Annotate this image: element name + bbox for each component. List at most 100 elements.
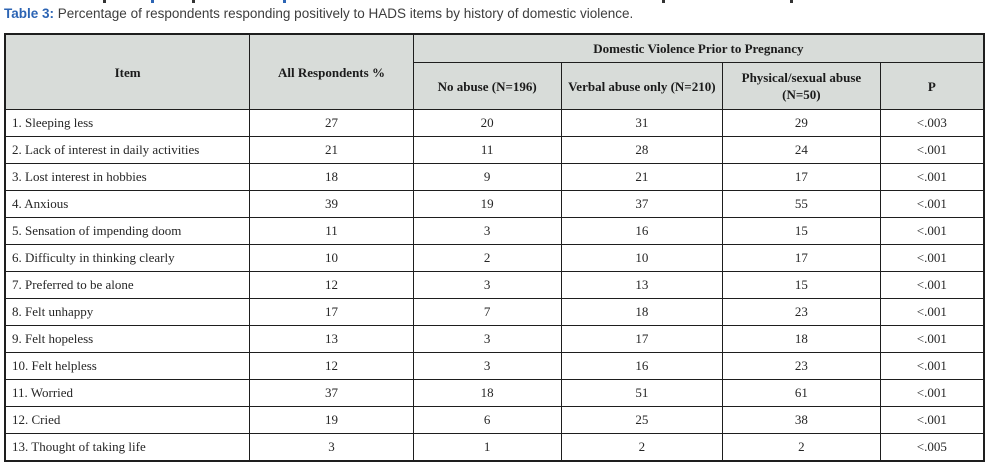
verbal-abuse-cell: 13 (560, 271, 724, 299)
all-respondents-cell: 12 (249, 352, 414, 380)
col-header-p-value: P (879, 62, 985, 110)
all-respondents-cell: 19 (249, 406, 414, 434)
physical-abuse-cell: 29 (722, 109, 881, 137)
p-value-cell: <.001 (879, 217, 985, 245)
p-value-cell: <.001 (879, 325, 985, 353)
table-row: 8. Felt unhappy 17 7 18 23 <.001 (4, 298, 985, 326)
table-caption-label: Table 3: (4, 6, 55, 21)
item-cell: 6. Difficulty in thinking clearly (4, 244, 251, 272)
p-value-cell: <.005 (879, 433, 985, 462)
p-value-cell: <.001 (879, 379, 985, 407)
verbal-abuse-cell: 18 (560, 298, 724, 326)
all-respondents-cell: 13 (249, 325, 414, 353)
p-value-cell: <.003 (879, 109, 985, 137)
item-cell: 11. Worried (4, 379, 251, 407)
no-abuse-cell: 18 (412, 379, 562, 407)
item-cell: 5. Sensation of impending doom (4, 217, 251, 245)
verbal-abuse-cell: 31 (560, 109, 724, 137)
all-respondents-cell: 18 (249, 163, 414, 191)
item-cell: 12. Cried (4, 406, 251, 434)
all-respondents-cell: 17 (249, 298, 414, 326)
p-value-cell: <.001 (879, 352, 985, 380)
no-abuse-cell: 3 (412, 325, 562, 353)
col-header-item: Item (4, 33, 251, 110)
item-cell: 7. Preferred to be alone (4, 271, 251, 299)
no-abuse-cell: 2 (412, 244, 562, 272)
p-value-cell: <.001 (879, 190, 985, 218)
col-header-domestic-violence-group: Domestic Violence Prior to Pregnancy (412, 33, 985, 63)
verbal-abuse-cell: 10 (560, 244, 724, 272)
no-abuse-cell: 3 (412, 271, 562, 299)
p-value-cell: <.001 (879, 244, 985, 272)
physical-abuse-cell: 18 (722, 325, 881, 353)
col-header-all-respondents: All Respondents % (249, 33, 414, 110)
header-row-subcolumns: No abuse (N=196) Verbal abuse only (N=21… (5, 62, 985, 110)
table-row: 5. Sensation of impending doom 11 3 16 15 <.0… (4, 217, 985, 245)
no-abuse-cell: 20 (412, 109, 562, 137)
physical-abuse-cell: 23 (722, 298, 881, 326)
verbal-abuse-cell: 2 (560, 433, 724, 462)
table-row: 12. Cried 19 6 25 38 <.001 (4, 406, 985, 434)
p-value-cell: <.001 (879, 136, 985, 164)
table-row: 7. Preferred to be alone 12 3 13 15 <.001 (4, 271, 985, 299)
verbal-abuse-cell: 17 (560, 325, 724, 353)
clipped-line-fragment (662, 0, 665, 3)
verbal-abuse-cell: 37 (560, 190, 724, 218)
verbal-abuse-cell: 16 (560, 352, 724, 380)
table-row: 9. Felt hopeless 13 3 17 18 <.001 (4, 325, 985, 353)
table-row: 6. Difficulty in thinking clearly 10 2 10 17… (4, 244, 985, 272)
all-respondents-cell: 37 (249, 379, 414, 407)
table-row: 3. Lost interest in hobbies 18 9 21 17 <.001 (4, 163, 985, 191)
physical-abuse-cell: 55 (722, 190, 881, 218)
no-abuse-cell: 1 (412, 433, 562, 462)
item-cell: 3. Lost interest in hobbies (4, 163, 251, 191)
p-value-cell: <.001 (879, 406, 985, 434)
physical-abuse-cell: 17 (722, 244, 881, 272)
all-respondents-cell: 10 (249, 244, 414, 272)
physical-abuse-cell: 15 (722, 217, 881, 245)
item-cell: 2. Lack of interest in daily activities (4, 136, 251, 164)
verbal-abuse-cell: 16 (560, 217, 724, 245)
no-abuse-cell: 7 (412, 298, 562, 326)
table-caption: Table 3: Percentage of respondents respo… (4, 5, 633, 23)
item-cell: 1. Sleeping less (4, 109, 251, 137)
table-caption-text: Percentage of respondents responding pos… (54, 6, 634, 21)
physical-abuse-cell: 38 (722, 406, 881, 434)
verbal-abuse-cell: 51 (560, 379, 724, 407)
col-header-physical-abuse: Physical/sexual abuse (N=50) (722, 62, 881, 110)
all-respondents-cell: 3 (249, 433, 414, 462)
table-row: 4. Anxious 39 19 37 55 <.001 (4, 190, 985, 218)
clipped-line-fragment (151, 0, 154, 3)
clipped-line-fragment (790, 0, 793, 3)
all-respondents-cell: 39 (249, 190, 414, 218)
header-row-group: Item All Respondents % Domestic Violence… (4, 33, 985, 110)
no-abuse-cell: 11 (412, 136, 562, 164)
clipped-line-fragment (283, 0, 286, 3)
clipped-line-fragment (103, 0, 106, 3)
all-respondents-cell: 27 (249, 109, 414, 137)
item-cell: 8. Felt unhappy (4, 298, 251, 326)
item-cell: 13. Thought of taking life (4, 433, 251, 462)
col-header-no-abuse: No abuse (N=196) (412, 62, 562, 110)
table-row: 11. Worried 37 18 51 61 <.001 (4, 379, 985, 407)
verbal-abuse-cell: 25 (560, 406, 724, 434)
table-row: 2. Lack of interest in daily activities 2… (4, 136, 985, 164)
item-cell: 9. Felt hopeless (4, 325, 251, 353)
physical-abuse-cell: 23 (722, 352, 881, 380)
hads-results-table: Item All Respondents % Domestic Violence… (4, 33, 985, 462)
no-abuse-cell: 9 (412, 163, 562, 191)
physical-abuse-cell: 24 (722, 136, 881, 164)
physical-abuse-cell: 61 (722, 379, 881, 407)
table-row: 13. Thought of taking life 3 1 2 2 <.005 (4, 433, 985, 462)
p-value-cell: <.001 (879, 271, 985, 299)
no-abuse-cell: 6 (412, 406, 562, 434)
physical-abuse-cell: 15 (722, 271, 881, 299)
table-body: 1. Sleeping less 27 20 31 29 <.003 2. Lack of … (4, 109, 985, 462)
all-respondents-cell: 21 (249, 136, 414, 164)
all-respondents-cell: 11 (249, 217, 414, 245)
table-row: 1. Sleeping less 27 20 31 29 <.003 (4, 109, 985, 137)
verbal-abuse-cell: 21 (560, 163, 724, 191)
no-abuse-cell: 3 (412, 217, 562, 245)
verbal-abuse-cell: 28 (560, 136, 724, 164)
